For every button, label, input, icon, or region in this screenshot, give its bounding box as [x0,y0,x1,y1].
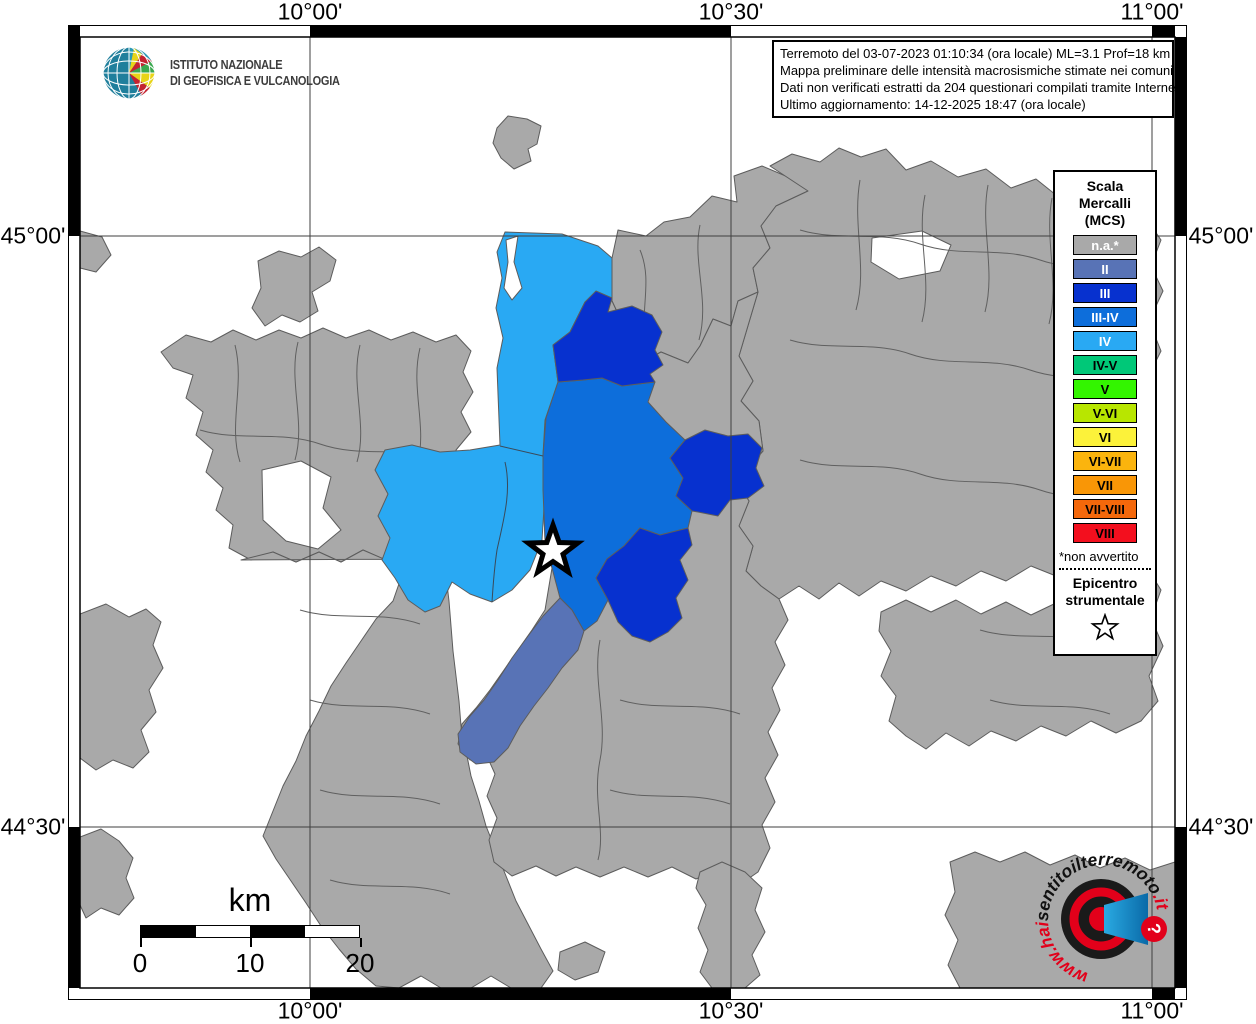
legend-title-line1: Scala [1086,178,1124,194]
axis-right-lat-2: 44°30' [1188,813,1254,840]
scale-bar-segments [140,925,362,947]
legend-swatch-II: II [1073,259,1137,279]
axis-bottom-lon-3: 11°00' [1120,997,1184,1024]
event-info-line4: Ultimo aggiornamento: 14-12-2025 18:47 (… [780,97,1086,112]
legend-title-line2: Mercalli [1078,195,1132,211]
legend-epicenter-line2: strumentale [1065,592,1145,608]
legend-swatch-III: III [1073,283,1137,303]
event-info-box: Terremoto del 03-07-2023 01:10:34 (ora l… [772,40,1183,118]
event-info-line2: Mappa preliminare delle intensità macros… [780,63,1174,78]
event-info-line3: Dati non verificati estratti da 204 ques… [780,80,1183,95]
axis-right-lat-1: 45°00' [1188,222,1254,249]
svg-text:?: ? [1143,922,1165,936]
legend-star-icon [1055,612,1155,646]
map-frame [68,25,1187,1000]
municipality-intensity-II [457,597,585,765]
legend-swatch-V: V [1073,379,1137,399]
legend-swatch-VII-VIII: VII-VIII [1073,499,1137,519]
epicenter-star [521,517,585,579]
axis-top-lon-2: 10°30' [698,0,764,25]
axis-top-lon-1: 10°00' [277,0,343,25]
legend-swatch-VIII: VIII [1073,523,1137,543]
scale-bar: km 0 10 20 [133,882,375,978]
event-info-line1: Terremoto del 03-07-2023 01:10:34 (ora l… [780,46,1171,61]
legend-swatch-VI: VI [1073,427,1137,447]
legend-swatch-VI-VII: VI-VII [1073,451,1137,471]
scale-tick-20: 20 [345,948,375,978]
mcs-legend: Scala Mercalli (MCS) n.a.* II III III-IV… [1053,170,1157,656]
ingv-name-line2: DI GEOFISICA E VULCANOLOGIA [170,74,340,88]
legend-swatch-VII: VII [1073,475,1137,495]
ingv-name-line1: ISTITUTO NAZIONALE [170,58,283,72]
axis-left-lat-2: 44°30' [0,813,66,840]
legend-swatch-IV: IV [1073,331,1137,351]
legend-swatch-III-IV: III-IV [1073,307,1137,327]
legend-title-line3: (MCS) [1084,212,1126,228]
municipality-shape [251,246,337,327]
legend-epicenter-line1: Epicentro [1072,575,1138,591]
scale-tick-0: 0 [132,948,148,978]
legend-swatch-V-VI: V-VI [1073,403,1137,423]
legend-swatch-IV-V: IV-V [1073,355,1137,375]
haisentitoilterremoto-logo: ? www.haisentitoilterremoto.it [1030,845,1176,996]
ingv-globe-icon [102,46,156,100]
question-icon: ? [1141,916,1167,942]
municipality-shape [80,828,135,919]
municipality-intensity-III [552,290,664,387]
legend-footnote: *non avvertito [1059,549,1139,564]
legend-swatch-na: n.a.* [1073,235,1137,255]
municipality-shape [80,603,164,771]
graticule [80,37,1175,988]
municipality-intensity-III [669,429,765,517]
axis-top-lon-3: 11°00' [1120,0,1184,25]
axis-bottom-lon-1: 10°00' [277,997,343,1024]
municipality-intensity-III [595,527,693,643]
municipalities-felt [374,231,765,765]
legend-divider [1059,568,1151,570]
megaphone-icon [1104,893,1148,945]
scale-tick-10: 10 [235,948,265,978]
scale-bar-unit: km [228,882,272,918]
ingv-logo: ISTITUTO NAZIONALE DI GEOFISICA E VULCAN… [100,44,363,102]
municipality-shape [557,941,606,981]
axis-left-lat-1: 45°00' [0,222,66,249]
axis-bottom-lon-2: 10°30' [698,997,764,1024]
municipality-shape [492,115,542,170]
